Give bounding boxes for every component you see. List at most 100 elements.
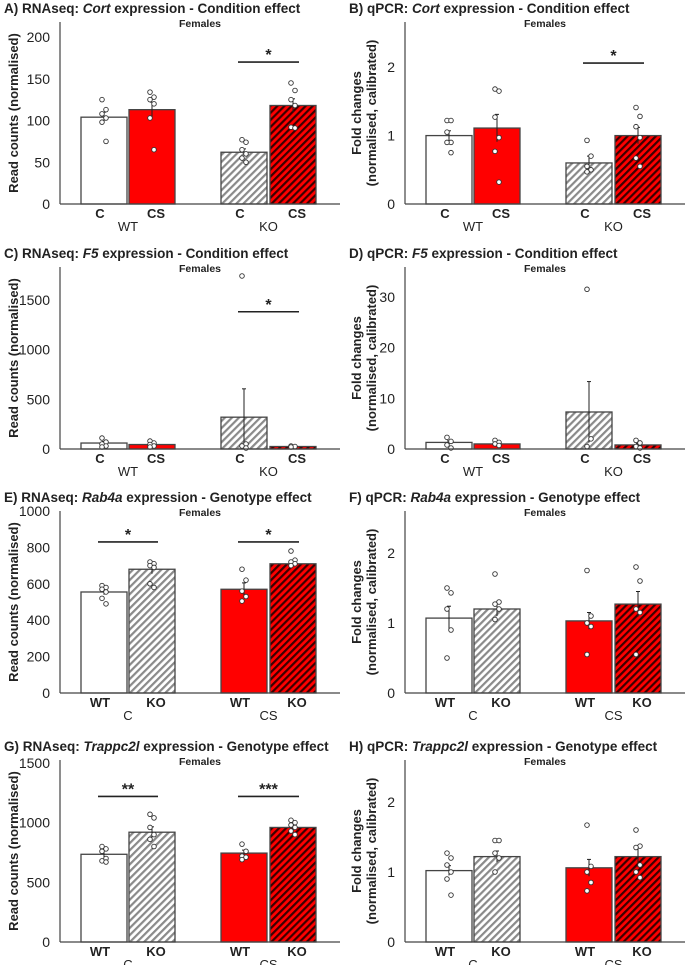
y-axis-label: (normalised, calibrated) <box>364 529 379 676</box>
data-point <box>444 442 450 448</box>
data-point <box>292 87 298 94</box>
bar-label: WT <box>435 944 455 959</box>
data-point <box>584 567 590 574</box>
panel-title-prefix: B) qPCR: <box>349 1 412 16</box>
data-point <box>147 96 153 103</box>
panel-title-suffix: expression - Genotype effect <box>468 739 658 754</box>
y-tick-label: 1500 <box>19 292 50 308</box>
y-axis-label: Read counts (normalised) <box>6 522 21 682</box>
bar <box>425 869 473 943</box>
bar <box>473 855 521 943</box>
data-point <box>99 96 105 103</box>
data-point <box>633 104 639 111</box>
data-point <box>239 598 245 604</box>
panel-title-prefix: G) RNAseq: <box>4 739 84 754</box>
panel-a: A) RNAseq: Cort expression - Condition e… <box>4 1 340 234</box>
y-tick-label: 2 <box>387 794 395 810</box>
data-point <box>239 856 245 863</box>
bar-label: CS <box>492 451 510 466</box>
data-point <box>239 566 245 572</box>
group-label: CS <box>604 708 622 723</box>
data-point <box>584 651 590 658</box>
bar-label: C <box>580 206 590 221</box>
bar-label: CS <box>288 206 306 221</box>
group-label: C <box>468 708 477 723</box>
data-point <box>633 651 639 658</box>
y-tick-label: 1 <box>387 615 395 631</box>
bar <box>614 855 662 943</box>
panel-title: C) RNAseq: F5 expression - Condition eff… <box>4 246 289 261</box>
data-point <box>637 609 643 616</box>
bar-label: CS <box>633 206 651 221</box>
data-point <box>147 811 153 818</box>
panel-title: A) RNAseq: Cort expression - Condition e… <box>4 1 301 16</box>
group-label: WT <box>118 464 138 479</box>
data-point <box>239 155 245 161</box>
data-point <box>584 620 590 626</box>
group-label: CS <box>259 708 277 723</box>
y-tick-label: 50 <box>34 154 50 170</box>
subtitle: Females <box>524 507 566 519</box>
data-point <box>103 106 109 113</box>
data-point <box>292 102 298 109</box>
data-point <box>496 442 502 449</box>
y-tick-label: 0 <box>387 685 395 701</box>
bar-label: WT <box>575 695 595 710</box>
data-point <box>633 844 639 851</box>
y-tick-label: 200 <box>27 649 51 665</box>
data-point <box>444 139 450 146</box>
panel-title-prefix: E) RNAseq: <box>4 490 82 505</box>
y-axis-label: Fold changes <box>349 316 364 400</box>
bar <box>269 826 317 943</box>
data-point <box>637 163 643 170</box>
bar <box>473 608 521 694</box>
data-point <box>243 159 249 166</box>
y-tick-label: 2 <box>387 59 395 75</box>
gene-name: F5 <box>83 246 99 261</box>
bar <box>269 563 317 694</box>
bar-label: KO <box>287 695 307 710</box>
data-point <box>239 273 245 279</box>
data-point <box>588 623 594 630</box>
bar <box>565 162 613 205</box>
data-point <box>637 113 643 120</box>
data-point <box>292 824 298 831</box>
data-point <box>239 841 245 847</box>
panel-title-prefix: A) RNAseq: <box>4 1 83 16</box>
bar-label: KO <box>287 944 307 959</box>
data-point <box>151 146 157 153</box>
gene-name: Trappc2l <box>412 739 468 754</box>
data-point <box>444 862 450 868</box>
data-point <box>448 855 454 861</box>
bar <box>128 109 176 205</box>
panel-title: G) RNAseq: Trappc2l expression - Genotyp… <box>4 739 329 754</box>
bar <box>614 603 662 694</box>
bar <box>269 104 317 205</box>
data-point <box>151 101 157 107</box>
y-axis-label: (normalised, calibrated) <box>364 778 379 925</box>
data-point <box>496 855 502 861</box>
data-point <box>633 437 639 444</box>
y-tick-label: 150 <box>27 71 51 87</box>
data-point <box>288 80 294 86</box>
data-point <box>99 119 105 125</box>
data-point <box>444 129 450 135</box>
significance-label: *** <box>259 781 278 798</box>
data-point <box>633 155 639 161</box>
data-point <box>103 859 109 865</box>
bar-label: KO <box>632 944 652 959</box>
data-point <box>584 822 590 828</box>
data-point <box>492 601 498 607</box>
y-tick-label: 500 <box>27 391 51 407</box>
panel-title-suffix: expression - Condition effect <box>428 246 618 261</box>
data-point <box>448 892 454 898</box>
data-point <box>99 586 105 593</box>
bar-label: C <box>440 206 450 221</box>
data-point <box>637 874 643 881</box>
bar <box>565 867 613 943</box>
panel-title-prefix: C) RNAseq: <box>4 246 83 261</box>
panel-title-prefix: D) qPCR: <box>349 246 412 261</box>
subtitle: Females <box>179 263 221 275</box>
bar-label: WT <box>90 695 110 710</box>
